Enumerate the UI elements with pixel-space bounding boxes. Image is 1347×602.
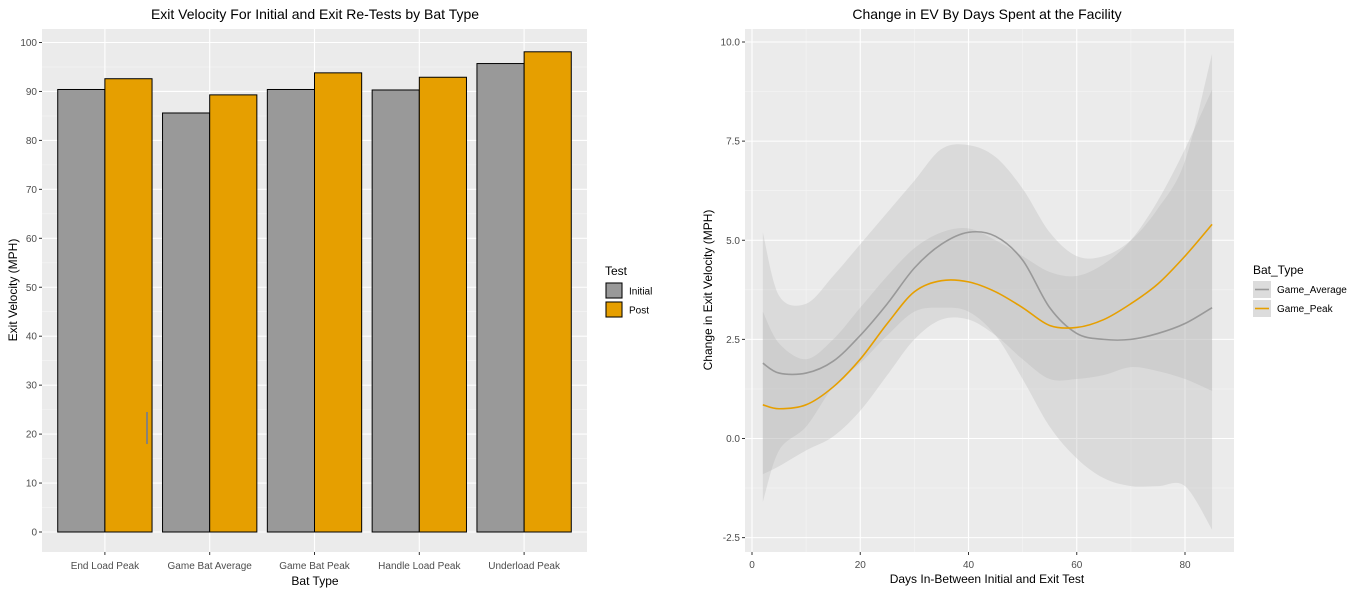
bar-post-0 — [104, 78, 153, 533]
bar-x-tick-label: End Load Peak — [71, 561, 140, 572]
bar-y-tick-label: 0 — [31, 528, 37, 539]
line-grid — [745, 29, 1234, 552]
line-x-ticks: 0 20 40 60 80 — [749, 552, 1191, 571]
bar-y-tick-label: 80 — [26, 136, 38, 147]
line-marks — [762, 223, 1213, 410]
line-legend: Bat_Type Game_Average Game_Peak — [1253, 263, 1347, 317]
line-chart-title: Change in EV By Days Spent at the Facili… — [852, 6, 1121, 22]
line-x-tick-label: 0 — [749, 560, 755, 571]
line-y-ticks: -2.5 0.0 2.5 5.0 7.5 10.0 — [721, 38, 745, 544]
bar-post-3 — [418, 76, 467, 533]
bar-initial-0 — [57, 88, 106, 533]
bar-initial-4 — [476, 63, 525, 533]
line-y-tick-label: -2.5 — [723, 533, 741, 544]
bar-post-2 — [314, 72, 363, 533]
bar-initial-3 — [371, 89, 420, 533]
line-game_peak — [762, 223, 1213, 410]
bar-initial-2 — [266, 88, 316, 533]
bar-y-tick-label: 10 — [26, 479, 38, 490]
line-plot-background — [745, 29, 1234, 552]
bar-y-ticks: 0 10 20 30 40 50 60 70 80 90 100 — [20, 38, 42, 539]
bar-y-tick-label: 40 — [26, 332, 38, 343]
bar-x-axis-title: Bat Type — [291, 574, 338, 588]
bar-legend-title: Test — [605, 264, 628, 278]
line-y-tick-label: 7.5 — [726, 137, 740, 148]
line-y-tick-label: 2.5 — [726, 335, 740, 346]
bar-post-1 — [209, 94, 258, 533]
line-y-axis-title: Change in Exit Velocity (MPH) — [701, 210, 715, 371]
bar-y-tick-label: 50 — [26, 283, 38, 294]
bar-x-ticks: End Load Peak Game Bat Average Game Bat Pe… — [71, 552, 561, 572]
bar-chart-panel: Exit Velocity For Initial and Exit Re-Te… — [6, 6, 652, 588]
line-legend-title: Bat_Type — [1253, 263, 1304, 277]
line-x-tick-label: 20 — [855, 560, 867, 571]
line-y-tick-label: 5.0 — [726, 236, 740, 247]
bar-y-tick-label: 30 — [26, 381, 38, 392]
bar-x-tick-label: Handle Load Peak — [378, 561, 461, 572]
line-x-axis-title: Days In-Between Initial and Exit Test — [890, 572, 1085, 586]
bar-y-tick-label: 100 — [20, 38, 37, 49]
line-y-tick-label: 10.0 — [721, 38, 741, 49]
bar-legend-label: Initial — [629, 287, 652, 298]
line-legend-label: Game_Peak — [1277, 304, 1334, 315]
bar-y-tick-label: 60 — [26, 234, 38, 245]
bar-legend: Test Initial Post — [605, 264, 652, 318]
bar-marks — [57, 51, 572, 533]
bar-legend-swatch — [605, 301, 623, 318]
bar-legend-label: Post — [629, 306, 649, 317]
confidence-band-game_peak — [762, 89, 1213, 475]
bar-y-tick-label: 70 — [26, 185, 38, 196]
bar-chart: Exit Velocity For Initial and Exit Re-Te… — [6, 6, 652, 588]
bar-y-tick-label: 20 — [26, 430, 38, 441]
confidence-bands — [762, 53, 1213, 530]
bar-initial-1 — [162, 112, 211, 533]
bar-x-tick-label: Game Bat Average — [168, 561, 253, 572]
line-x-tick-label: 60 — [1071, 560, 1083, 571]
bar-y-tick-label: 90 — [26, 87, 38, 98]
line-game_average — [762, 230, 1213, 376]
line-chart-panel: Change in EV By Days Spent at the Facili… — [680, 0, 1347, 597]
bar-x-tick-label: Underload Peak — [488, 561, 561, 572]
line-chart: Change in EV By Days Spent at the Facili… — [701, 6, 1347, 586]
bar-legend-swatch — [605, 282, 623, 299]
line-legend-label: Game_Average — [1277, 285, 1347, 296]
bar-chart-title: Exit Velocity For Initial and Exit Re-Te… — [151, 6, 479, 22]
line-x-tick-label: 40 — [963, 560, 975, 571]
line-x-tick-label: 80 — [1179, 560, 1191, 571]
bar-y-axis-title: Exit Velocity (MPH) — [6, 239, 20, 342]
bar-post-4 — [523, 51, 572, 533]
line-y-tick-label: 0.0 — [726, 434, 740, 445]
bar-x-tick-label: Game Bat Peak — [279, 561, 351, 572]
confidence-band-game_average — [762, 53, 1213, 530]
